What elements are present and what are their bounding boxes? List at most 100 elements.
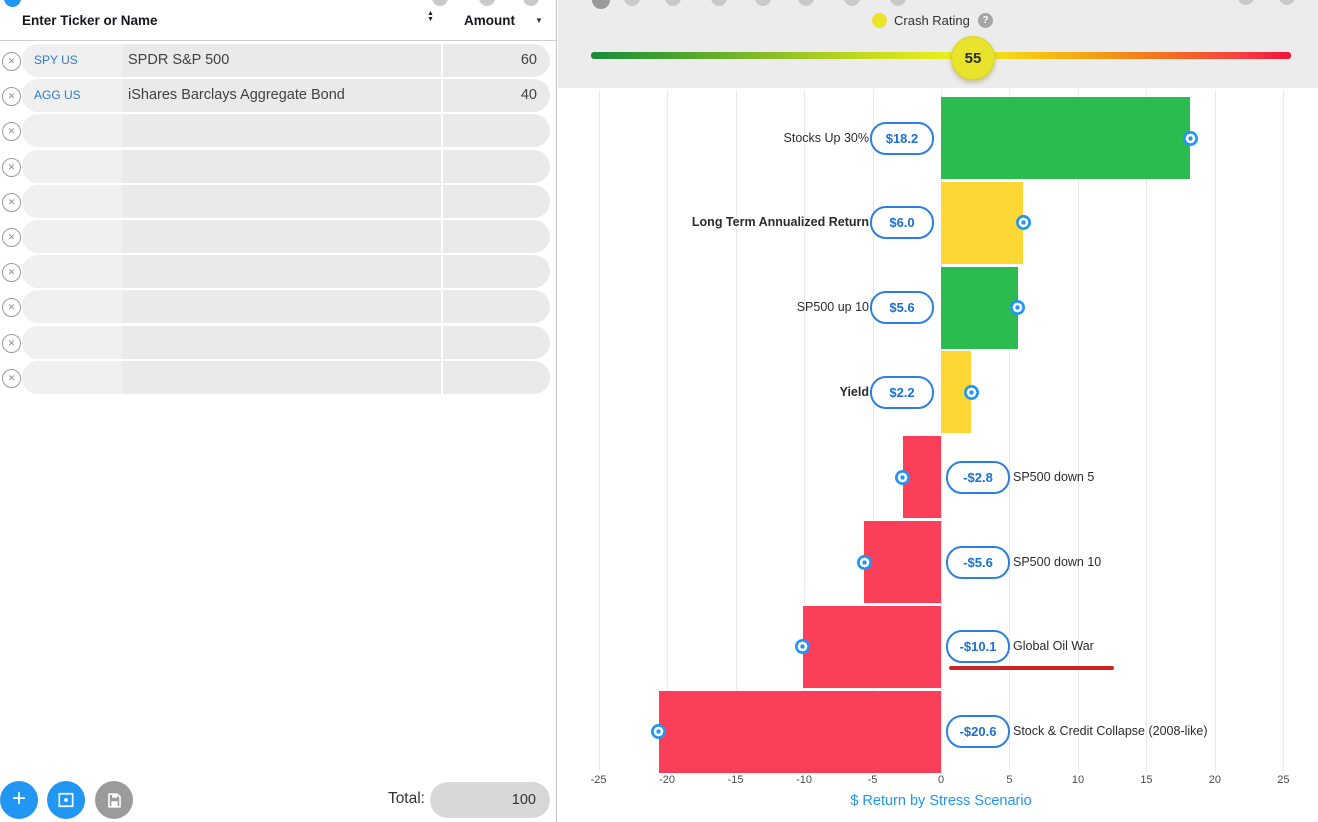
scenario-label: Long Term Annualized Return: [691, 215, 869, 230]
amount-field[interactable]: [443, 290, 550, 323]
save-button[interactable]: [95, 781, 133, 819]
value-pill: -$2.8: [946, 460, 1010, 494]
name-field[interactable]: SPDR S&P 500: [128, 52, 230, 68]
name-field[interactable]: [123, 220, 441, 253]
data-point-marker: [895, 469, 911, 485]
crash-rating-panel: Crash Rating ? 55: [558, 0, 1318, 88]
amount-field[interactable]: [443, 220, 550, 253]
name-field[interactable]: iShares Barclays Aggregate Bond: [128, 87, 345, 104]
ticker-field[interactable]: [22, 290, 123, 324]
row-pill: [22, 184, 550, 218]
toolbar-dot-button[interactable]: [592, 0, 610, 9]
value-pill: $2.2: [870, 375, 934, 409]
scenario-bar: [658, 690, 941, 773]
name-field[interactable]: [123, 361, 441, 394]
remove-row-icon[interactable]: ✕: [2, 333, 21, 353]
amount-field[interactable]: [443, 361, 550, 394]
ticker-field[interactable]: [22, 360, 123, 394]
toolbar-dot-button[interactable]: [890, 0, 906, 6]
cell-divider: [441, 114, 443, 148]
remove-row-icon[interactable]: ✕: [2, 122, 21, 142]
remove-row-icon[interactable]: ✕: [2, 87, 21, 107]
ticker-field[interactable]: [22, 220, 123, 253]
toolbar-dot-button[interactable]: [665, 0, 681, 6]
x-tick-label: 0: [937, 774, 945, 786]
toolbar-dot-button[interactable]: [479, 0, 495, 6]
name-field[interactable]: [123, 255, 441, 288]
scenario-label: SP500 down 5: [1013, 469, 1095, 484]
amount-field[interactable]: [443, 255, 550, 288]
amount-field[interactable]: [443, 326, 550, 359]
toolbar-dot-button[interactable]: [624, 0, 640, 6]
amount-field[interactable]: 40: [520, 87, 537, 104]
row-pill: [22, 255, 550, 289]
amount-field[interactable]: [443, 114, 550, 147]
chevron-down-icon[interactable]: ▼: [535, 16, 543, 25]
remove-row-icon[interactable]: ✕: [2, 192, 21, 212]
amount-field[interactable]: [443, 185, 550, 218]
ticker-field[interactable]: [22, 149, 123, 183]
toolbar-dot-button[interactable]: [432, 0, 448, 6]
scenario-bar: [941, 266, 1018, 349]
scenario-label: Global Oil War: [1013, 639, 1094, 654]
name-field[interactable]: [123, 150, 441, 183]
gridline: [1146, 90, 1148, 772]
scenario-bar: [941, 97, 1191, 179]
name-field[interactable]: [123, 326, 441, 359]
portfolio-panel: Enter Ticker or Name ▲ ▼ Amount ▼ ✕ SPY US…: [0, 0, 556, 822]
ticker-field[interactable]: [22, 325, 123, 359]
scenario-label: Yield: [839, 384, 869, 399]
crash-rating-legend-dot-icon: [872, 13, 887, 28]
toolbar-dot-button[interactable]: [4, 0, 21, 7]
toolbar-dot-button[interactable]: [711, 0, 727, 6]
name-field[interactable]: [123, 114, 441, 147]
value-pill: $18.2: [870, 121, 934, 155]
gridline: [1214, 90, 1216, 772]
x-tick-label: -5: [867, 774, 878, 786]
screenshot-button[interactable]: [47, 781, 85, 819]
remove-row-icon[interactable]: ✕: [2, 52, 21, 71]
toolbar-dot-button[interactable]: [755, 0, 771, 6]
scenario-bar: [941, 181, 1024, 264]
table-row: ✕: [0, 325, 556, 359]
name-field[interactable]: [123, 185, 441, 218]
toolbar-dot-button[interactable]: [798, 0, 814, 6]
column-header-ticker: Enter Ticker or Name: [22, 13, 158, 28]
x-axis-title: $ Return by Stress Scenario: [850, 793, 1032, 809]
remove-row-icon[interactable]: ✕: [2, 228, 21, 247]
remove-row-icon[interactable]: ✕: [2, 368, 21, 388]
remove-row-icon[interactable]: ✕: [2, 263, 21, 283]
help-icon[interactable]: ?: [978, 13, 993, 28]
remove-row-icon[interactable]: ✕: [2, 298, 21, 318]
row-pill: [22, 360, 550, 394]
gridline: [598, 90, 600, 772]
toolbar-dot-button[interactable]: [844, 0, 860, 6]
add-row-button[interactable]: +: [0, 781, 38, 819]
ticker-field[interactable]: [22, 184, 123, 218]
ticker-field[interactable]: SPY US: [22, 44, 123, 77]
ticker-field[interactable]: [22, 114, 123, 148]
name-field[interactable]: [123, 290, 441, 323]
remove-row-icon[interactable]: ✕: [2, 157, 21, 177]
amount-field[interactable]: 60: [520, 52, 537, 68]
value-pill: $5.6: [870, 291, 934, 325]
data-point-marker: [795, 639, 811, 655]
x-tick-label: 15: [1140, 774, 1153, 786]
cell-divider: [441, 360, 443, 394]
ticker-field[interactable]: AGG US: [22, 79, 123, 113]
toolbar-dot-button[interactable]: [1279, 0, 1295, 5]
cell-divider: [441, 79, 443, 113]
crash-rating-label: Crash Rating: [894, 13, 970, 28]
scenario-bar: [864, 521, 941, 603]
row-pill: AGG US iShares Barclays Aggregate Bond 40: [22, 79, 550, 113]
cell-divider: [441, 184, 443, 218]
sort-icon[interactable]: ▲ ▼: [427, 10, 434, 23]
toolbar-dot-button[interactable]: [523, 0, 539, 6]
ticker-field[interactable]: [22, 255, 123, 289]
toolbar-dot-button[interactable]: [1238, 0, 1254, 5]
amount-field[interactable]: [443, 150, 550, 183]
table-row: ✕ AGG US iShares Barclays Aggregate Bond 40: [0, 79, 556, 113]
stress-scenario-chart: $ Return by Stress Scenario -25 -20 -15 -10…: [558, 88, 1318, 822]
save-icon: [107, 792, 121, 808]
